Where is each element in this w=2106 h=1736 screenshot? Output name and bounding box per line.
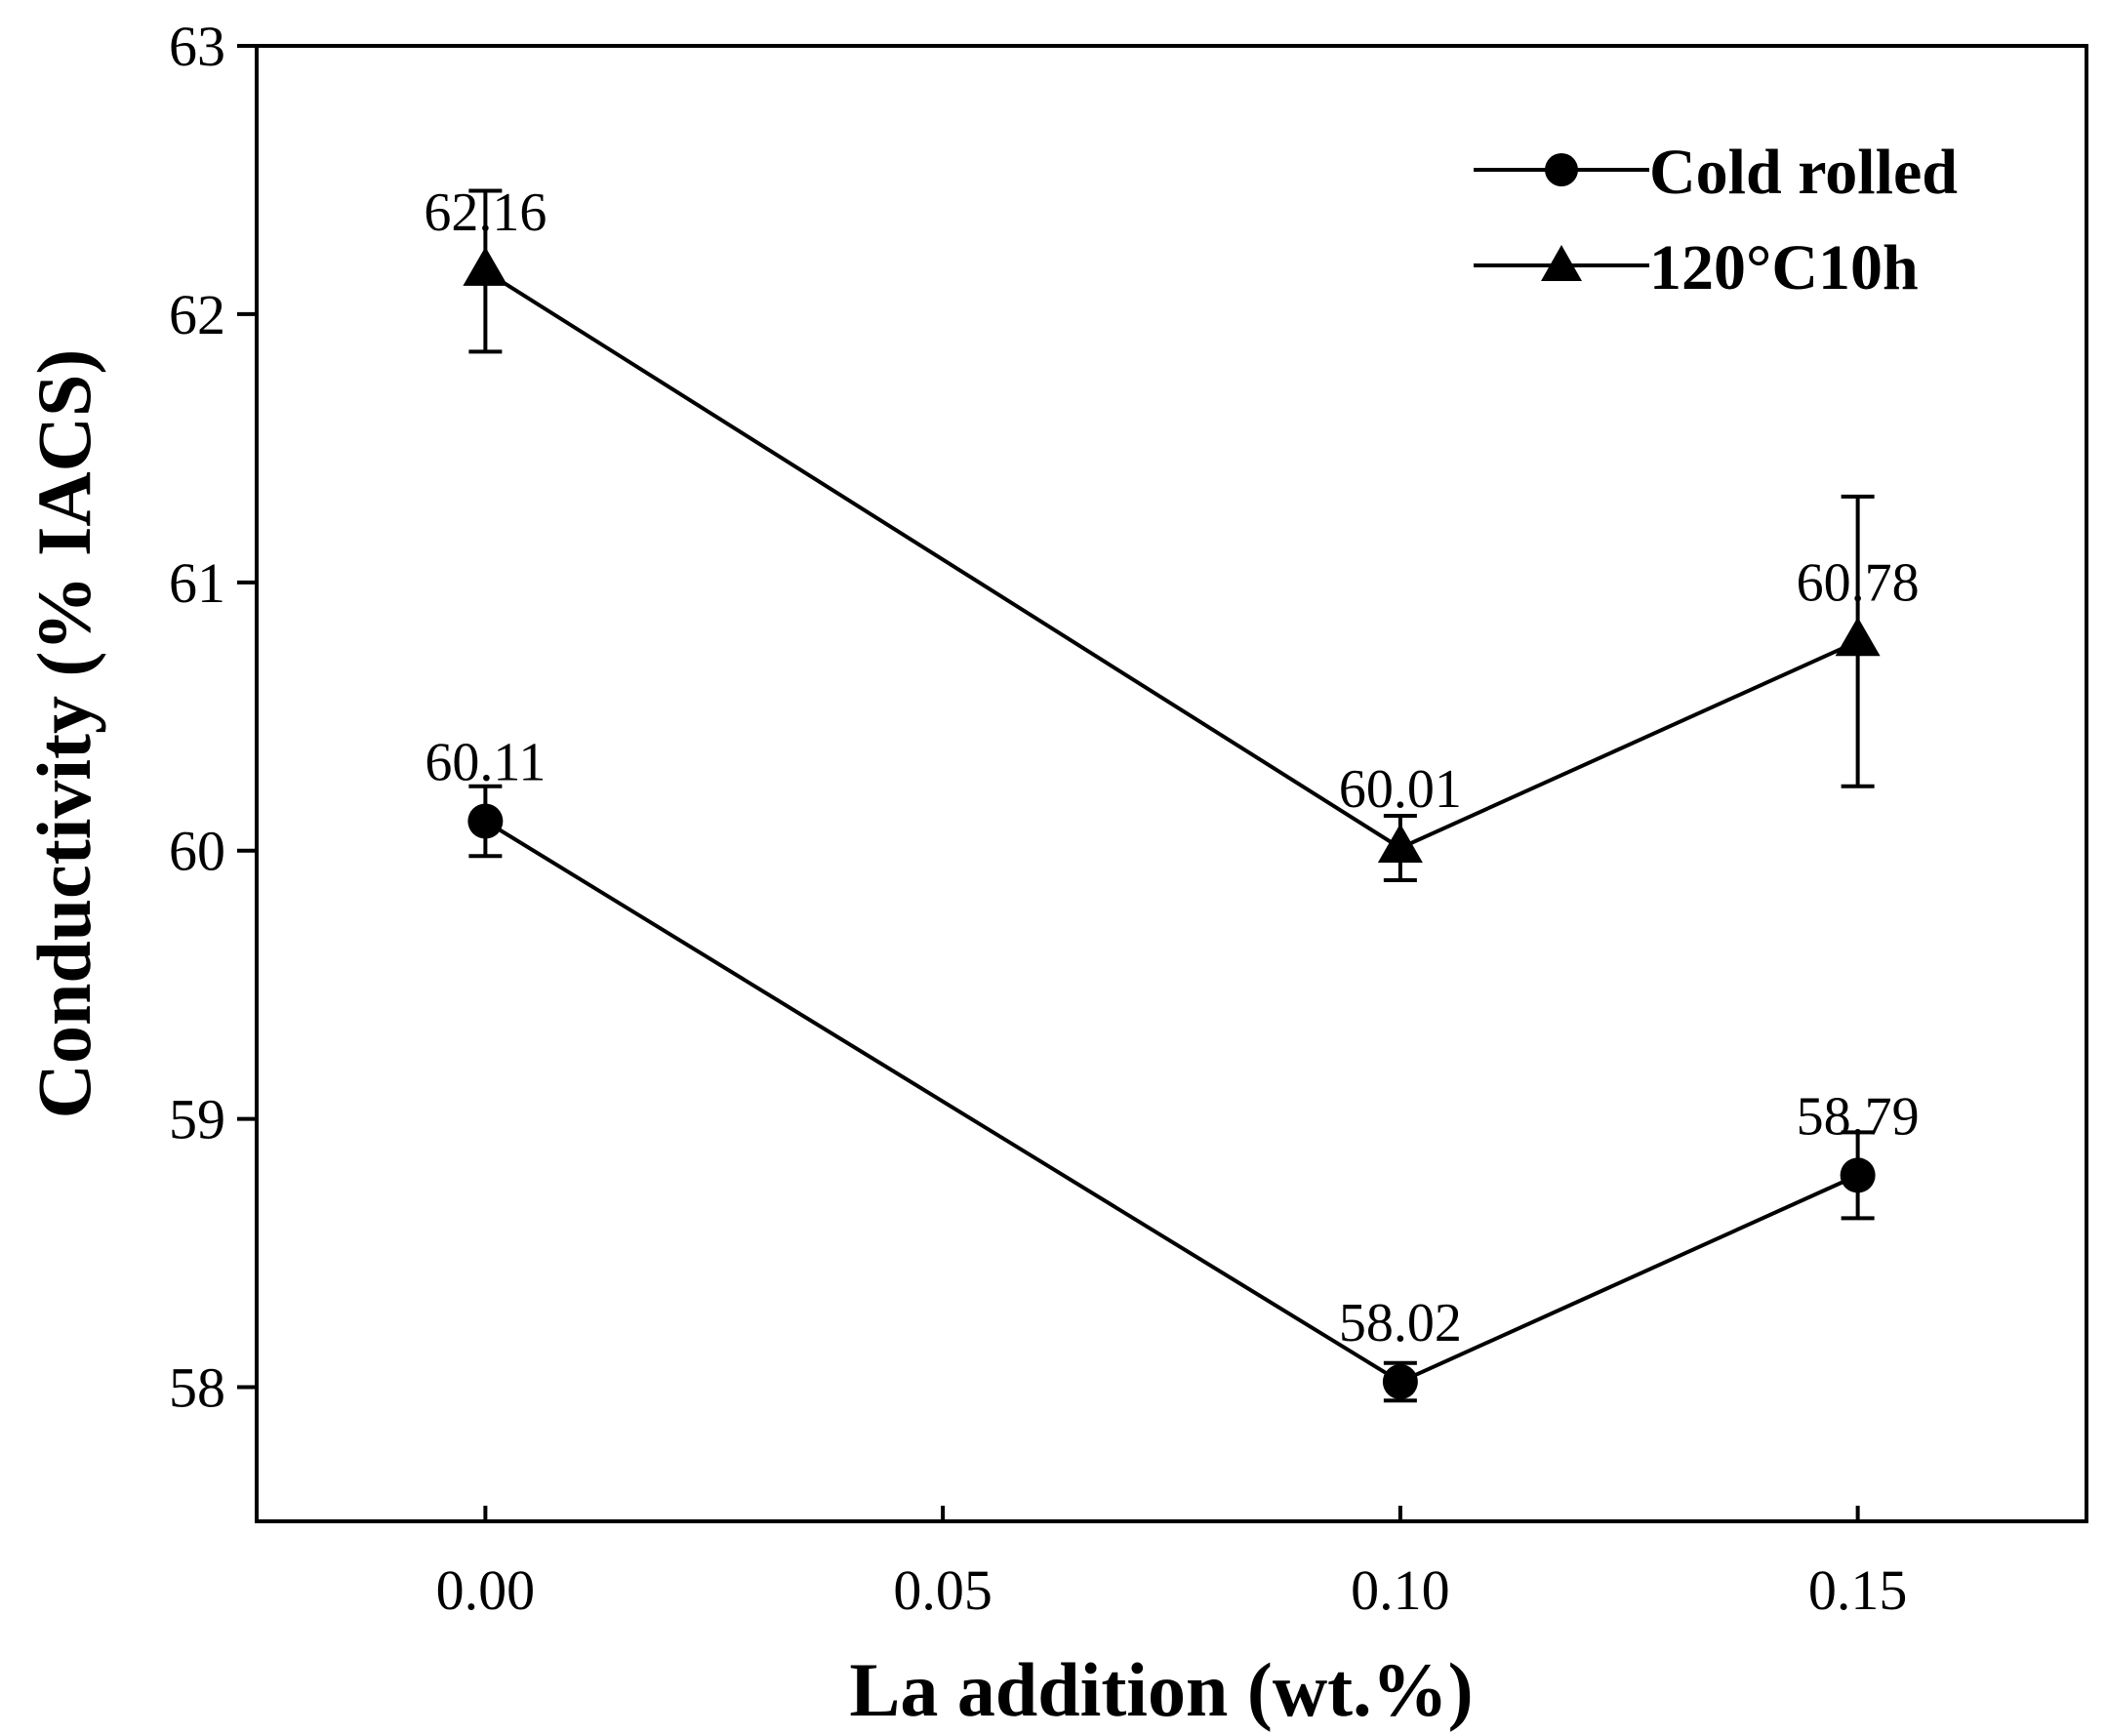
series-layer	[463, 188, 1881, 1403]
plot-area-frame	[255, 44, 2088, 1523]
x-axis: 0.00 0.05 0.10 0.15	[436, 1506, 1908, 1622]
x-tick-label: 0.00	[436, 1558, 536, 1622]
y-tick-label: 58	[169, 1356, 225, 1420]
legend-marker-120c10h	[1541, 245, 1582, 281]
data-label: 58.02	[1339, 1293, 1462, 1353]
y-axis: 58 59 60 61 62 63	[169, 15, 257, 1420]
legend: Cold rolled 120°C10h	[1474, 137, 1958, 303]
data-label: 58.79	[1797, 1086, 1920, 1147]
data-labels: 60.11 58.02 58.79 62.16 60.01 60.78	[424, 182, 1919, 1353]
y-tick-label: 62	[169, 283, 225, 346]
series-line-120c10h	[484, 269, 1859, 851]
y-axis-title: Conductivity (% IACS)	[21, 349, 106, 1119]
x-axis-title: La addition (wt.%)	[849, 1647, 1473, 1732]
x-tick-label: 0.05	[893, 1558, 992, 1622]
data-point	[1835, 617, 1881, 657]
data-label: 62.16	[424, 182, 547, 243]
y-tick-label: 59	[169, 1088, 225, 1151]
data-point	[1377, 823, 1423, 863]
data-point	[1382, 1364, 1418, 1400]
y-tick-label: 60	[169, 820, 225, 883]
data-point	[467, 803, 504, 839]
y-tick-label: 63	[169, 15, 225, 78]
data-label: 60.11	[425, 732, 546, 792]
data-label: 60.78	[1797, 552, 1920, 613]
y-tick-label: 61	[169, 551, 225, 615]
legend-label-cold-rolled: Cold rolled	[1649, 137, 1958, 208]
data-point	[463, 246, 508, 286]
x-tick-label: 0.10	[1351, 1558, 1450, 1622]
series-line-cold-rolled	[484, 819, 1859, 1385]
legend-label-120c10h: 120°C10h	[1649, 232, 1919, 303]
data-label: 60.01	[1339, 759, 1462, 820]
data-point	[1840, 1157, 1876, 1193]
legend-marker-cold-rolled	[1545, 153, 1578, 186]
x-tick-label: 0.15	[1808, 1558, 1908, 1622]
